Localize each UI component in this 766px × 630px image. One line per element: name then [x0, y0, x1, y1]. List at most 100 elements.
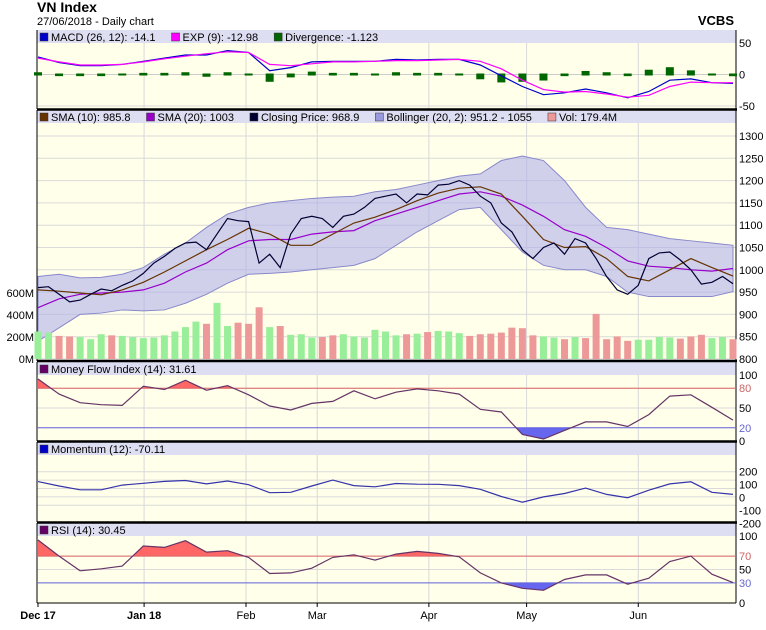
- volume-tick-label: 200M: [6, 332, 34, 344]
- volume-bar: [160, 335, 168, 359]
- volume-bar: [676, 338, 684, 359]
- volume-bar: [729, 339, 737, 359]
- bollinger-band: [37, 155, 734, 343]
- oversold-fill: [501, 582, 633, 591]
- y-tick-label: 800: [739, 354, 757, 366]
- volume-bar: [666, 337, 674, 359]
- volume-bar: [108, 335, 116, 359]
- legend-label: SMA (20): 1003: [158, 112, 234, 124]
- volume-bar: [382, 331, 389, 359]
- volume-bar: [97, 334, 105, 359]
- y-tick-label: 100: [739, 480, 757, 492]
- volume-bar: [213, 302, 221, 359]
- volume-bar: [55, 335, 63, 359]
- y-tick-label: 1150: [739, 198, 763, 210]
- brand-label: VCBS: [697, 13, 734, 28]
- x-tick-label: Apr: [420, 610, 437, 622]
- volume-bar: [476, 334, 484, 359]
- volume-bar: [66, 336, 74, 359]
- legend-label: Closing Price: 968.9: [261, 112, 359, 124]
- volume-bar: [655, 337, 663, 359]
- volume-bar: [645, 339, 653, 359]
- plot-background: [37, 523, 736, 603]
- y-tick-label: 1050: [739, 243, 763, 255]
- divergence-bar: [307, 71, 316, 76]
- legend-strip: [37, 110, 736, 123]
- volume-bar: [613, 336, 621, 359]
- legend-swatch: [39, 112, 49, 122]
- volume-bar: [592, 313, 600, 359]
- divergence-bar: [686, 70, 695, 76]
- divergence-bar: [202, 73, 211, 77]
- volume-tick-label: 400M: [6, 310, 34, 322]
- x-tick-label: Feb: [237, 610, 256, 622]
- volume-bar: [603, 339, 611, 359]
- volume-bar: [561, 339, 569, 359]
- y-tick-label: 1100: [739, 220, 763, 232]
- divergence-bar: [623, 73, 632, 77]
- volume-bar: [150, 337, 158, 359]
- divergence-bar: [413, 72, 422, 76]
- y-tick-label: 900: [739, 309, 757, 321]
- y-tick-label: 80: [739, 383, 751, 395]
- x-tick-label: Jan 18: [127, 610, 161, 622]
- y-tick-label: 950: [739, 287, 757, 299]
- volume-bar: [434, 330, 442, 359]
- divergence-bar: [602, 72, 611, 76]
- oversold-fill: [38, 427, 733, 439]
- volume-bar: [392, 335, 400, 359]
- closing-price-line: [37, 179, 734, 303]
- divergence-bar: [55, 73, 64, 77]
- y-tick-label: 100: [739, 531, 757, 543]
- volume-bar: [276, 326, 284, 359]
- volume-bar: [634, 339, 642, 359]
- divergence-bar: [581, 70, 590, 76]
- divergence-bar: [265, 73, 274, 82]
- overbought-fill: [38, 540, 455, 557]
- y-tick-label: 0: [739, 493, 745, 505]
- volume-bar: [466, 335, 474, 359]
- divergence-bar: [181, 72, 190, 76]
- volume-bar: [255, 307, 263, 359]
- panel-macd: 50 0 -50 MACD (26, 12): -14.1 EXP (9): -12.9…: [34, 30, 755, 113]
- y-tick-label: 20: [739, 423, 751, 435]
- legend-swatch: [249, 112, 259, 122]
- legend-label: EXP (9): -12.98: [183, 32, 259, 44]
- legend-swatch: [375, 112, 384, 122]
- chart-title: VN Index: [37, 0, 97, 15]
- volume-bar: [360, 337, 368, 359]
- divergence-bar: [286, 73, 295, 78]
- legend-strip: [37, 442, 736, 455]
- divergence-bar: [707, 73, 716, 76]
- volume-bar: [287, 334, 295, 359]
- volume-bar: [308, 337, 316, 359]
- divergence-bar: [160, 72, 169, 76]
- divergence-bar: [644, 69, 653, 76]
- divergence-bar: [560, 73, 569, 77]
- volume-bar: [445, 331, 453, 359]
- legend-label: Money Flow Index (14): 31.61: [51, 364, 197, 376]
- y-tick-label: 0: [739, 436, 745, 448]
- y-tick-label: 50: [739, 38, 751, 50]
- volume-bar: [571, 337, 579, 359]
- legend-swatch: [39, 444, 49, 454]
- x-tick-label: Jun: [629, 610, 647, 622]
- momentum-line: [37, 479, 734, 503]
- panel-price: 1300 1250 1200 1150 1100 1050 1000 950 900 850 800…: [6, 110, 763, 366]
- volume-bar: [539, 336, 547, 359]
- volume-bar: [202, 323, 210, 359]
- volume-bar: [350, 336, 358, 359]
- volume-bar: [718, 337, 726, 359]
- y-tick-label: 0: [739, 70, 745, 82]
- volume-bar: [708, 338, 716, 359]
- volume-bar: [413, 333, 421, 359]
- divergence-bar: [518, 73, 527, 82]
- divergence-bar: [497, 73, 506, 83]
- divergence-bar: [476, 73, 485, 80]
- y-tick-label: 850: [739, 332, 757, 344]
- divergence-bar: [349, 72, 358, 76]
- volume-bar: [297, 334, 305, 359]
- chart-subtitle: 27/06/2018 - Daily chart: [37, 16, 154, 28]
- divergence-bar: [34, 72, 42, 76]
